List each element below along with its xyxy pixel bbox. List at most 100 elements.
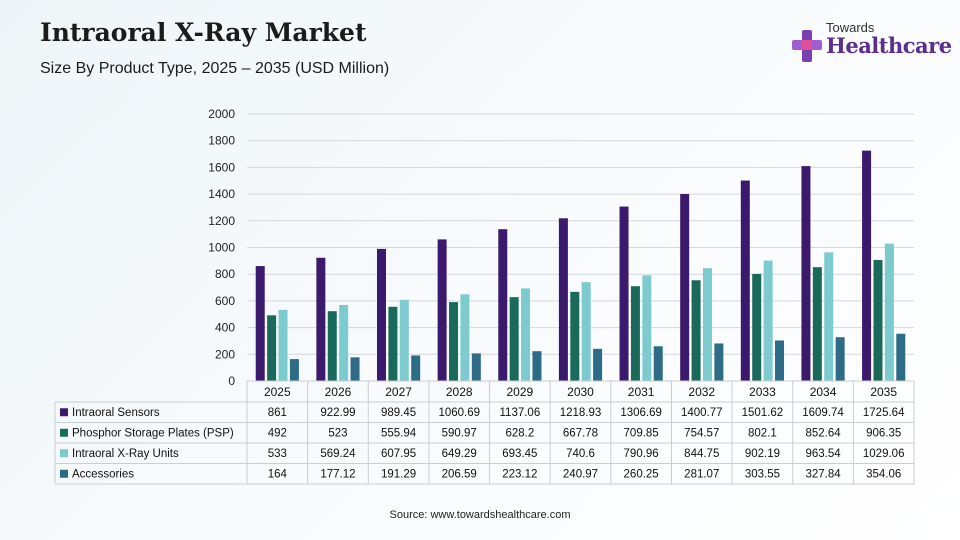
legend-swatch — [60, 469, 68, 478]
legend-swatch — [60, 449, 68, 458]
bar — [630, 286, 640, 381]
data-label: 989.45 — [381, 407, 416, 419]
source-note: Source: www.towardshealthcare.com — [389, 509, 571, 521]
data-label: 569.24 — [320, 448, 356, 460]
data-label: 693.45 — [502, 448, 537, 460]
bar — [593, 348, 603, 381]
bar — [619, 206, 629, 381]
bar — [558, 218, 568, 381]
data-label: 555.94 — [381, 428, 417, 440]
y-tick-label: 0 — [228, 374, 235, 388]
data-label: 1218.93 — [560, 407, 602, 419]
data-label: 1029.06 — [863, 448, 905, 460]
data-label: 667.78 — [563, 428, 598, 440]
data-label: 260.25 — [624, 469, 659, 481]
legend-swatch — [60, 408, 68, 417]
logo-text-top: Towards — [826, 20, 875, 35]
data-label: 1137.06 — [500, 407, 541, 419]
bar — [437, 239, 447, 381]
data-label: 1501.62 — [742, 407, 784, 419]
x-tick-label: 2031 — [628, 385, 655, 399]
x-tick-label: 2035 — [870, 385, 897, 399]
data-label: 1609.74 — [802, 407, 844, 419]
data-label: 963.54 — [805, 448, 841, 460]
bar — [449, 302, 459, 381]
data-label: 240.97 — [563, 469, 598, 481]
bar — [873, 260, 883, 381]
bar — [327, 311, 337, 381]
legend-label: Accessories — [72, 469, 134, 481]
data-label: 906.35 — [866, 428, 901, 440]
bar — [255, 266, 265, 381]
data-label: 1306.69 — [620, 407, 662, 419]
data-label: 844.75 — [684, 448, 719, 460]
y-tick-label: 1600 — [208, 160, 235, 174]
data-label: 852.64 — [805, 428, 841, 440]
y-tick-label: 1200 — [208, 214, 235, 228]
legend-swatch — [60, 428, 68, 437]
bar — [775, 340, 785, 381]
y-tick-label: 2000 — [208, 107, 235, 121]
data-label: 303.55 — [745, 469, 780, 481]
legend-label: Intraoral Sensors — [72, 407, 160, 419]
data-label: 223.12 — [502, 469, 537, 481]
data-label: 523 — [328, 428, 347, 440]
bar — [388, 306, 398, 381]
bar — [509, 297, 519, 381]
bar — [680, 193, 690, 381]
x-tick-label: 2030 — [567, 385, 594, 399]
bar — [824, 252, 834, 381]
bar — [702, 268, 712, 381]
data-label: 590.97 — [442, 428, 477, 440]
data-label: 206.59 — [442, 469, 477, 481]
data-label: 354.06 — [866, 469, 901, 481]
bar — [752, 273, 762, 381]
bar — [289, 359, 299, 381]
chart-title: Intraoral X-Ray Market — [40, 18, 367, 47]
x-tick-label: 2033 — [749, 385, 776, 399]
y-tick-label: 400 — [215, 321, 235, 335]
y-tick-label: 1800 — [208, 134, 235, 148]
y-tick-label: 800 — [215, 267, 235, 281]
bar — [740, 180, 750, 381]
data-label: 1060.69 — [438, 407, 480, 419]
data-label: 709.85 — [624, 428, 659, 440]
data-label: 861 — [268, 407, 287, 419]
data-label: 1400.77 — [681, 407, 723, 419]
data-label: 607.95 — [381, 448, 416, 460]
bar — [460, 294, 470, 381]
bar — [812, 267, 822, 381]
bar — [570, 291, 580, 381]
bar — [350, 357, 360, 381]
bar — [862, 150, 872, 381]
bar — [642, 275, 652, 381]
y-tick-label: 600 — [215, 294, 235, 308]
bar — [835, 337, 845, 381]
towards-healthcare-logo: Towards Healthcare — [790, 20, 952, 70]
bar — [691, 280, 701, 381]
y-tick-label: 1000 — [208, 241, 235, 255]
bar — [267, 315, 277, 381]
bar — [339, 305, 349, 381]
legend-label: Intraoral X-Ray Units — [72, 448, 179, 460]
y-tick-label: 200 — [215, 347, 235, 361]
y-tick-label: 1400 — [208, 187, 235, 201]
bar — [532, 351, 542, 381]
bar — [521, 288, 531, 381]
data-label: 754.57 — [684, 428, 719, 440]
data-label: 327.84 — [805, 469, 841, 481]
bar — [278, 309, 288, 381]
data-label: 191.29 — [381, 469, 416, 481]
legend-label: Phosphor Storage Plates (PSP) — [72, 428, 234, 440]
bar — [471, 353, 481, 381]
bar — [801, 166, 811, 381]
logo-text-main: Healthcare — [826, 33, 952, 58]
x-tick-label: 2026 — [325, 385, 352, 399]
x-tick-label: 2028 — [446, 385, 473, 399]
bar — [498, 229, 508, 381]
bar — [714, 343, 724, 381]
bar — [653, 346, 663, 381]
data-label: 492 — [268, 428, 287, 440]
data-label: 902.19 — [745, 448, 780, 460]
data-label: 1725.64 — [863, 407, 905, 419]
